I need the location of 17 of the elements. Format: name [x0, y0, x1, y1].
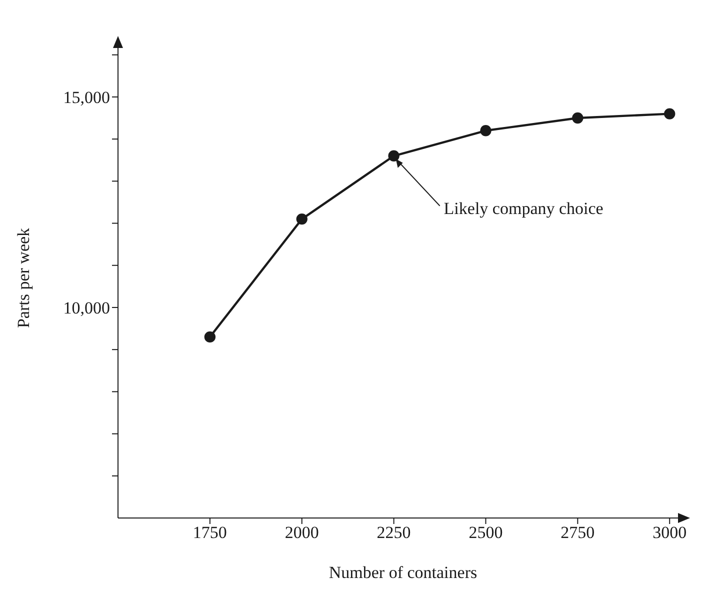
annotation: Likely company choice: [444, 198, 604, 218]
point: [572, 112, 584, 124]
x-tick-label: 2750: [560, 523, 595, 542]
point: [296, 213, 308, 225]
x-tick-label: 1750: [192, 523, 227, 542]
x-tick-label: 3000: [652, 523, 687, 542]
point: [204, 331, 216, 343]
y-tick-label: 10,000: [63, 298, 110, 318]
point: [480, 125, 492, 136]
x-tick-label: 2250: [376, 523, 411, 542]
x-tick-label: 2500: [468, 523, 503, 542]
x-axis-title: Number of containers: [328, 563, 478, 582]
point: [664, 108, 676, 120]
point: [388, 150, 400, 162]
x-tick-label: 2000: [284, 523, 319, 542]
y-tick-label: 15,000: [63, 88, 110, 107]
y-axis-title: Parts per week: [14, 227, 34, 328]
